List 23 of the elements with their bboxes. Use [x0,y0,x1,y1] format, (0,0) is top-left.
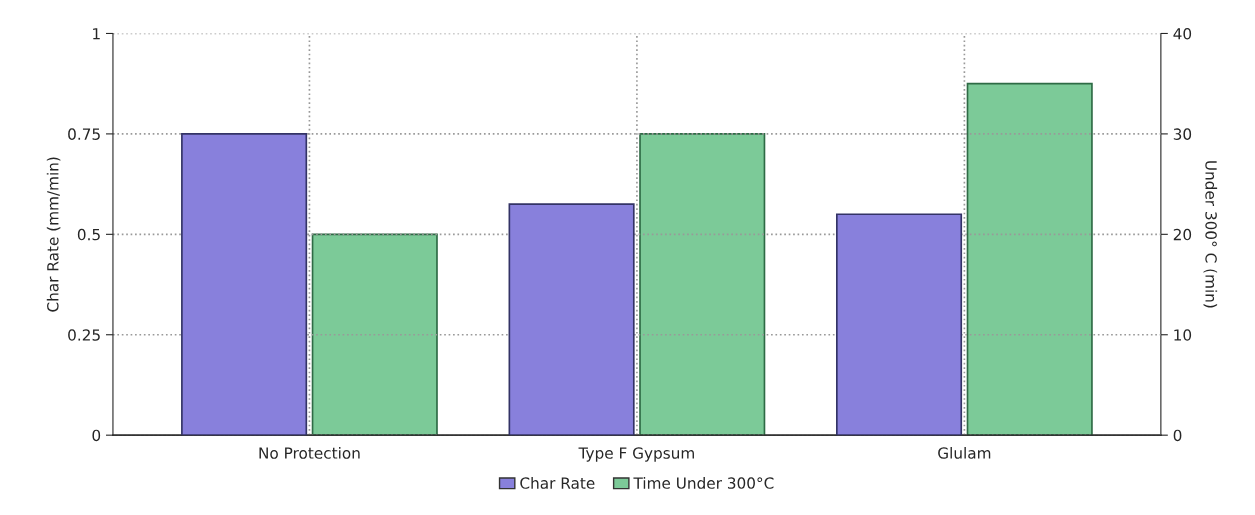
y-tick-label: 0.75 [68,128,100,140]
x-tick-label: Type F Gypsum [578,447,694,462]
y-tick-label: 0.5 [77,228,100,241]
bar [836,213,963,436]
y2-tick-label: 40 [1173,27,1192,40]
y2-axis-title: Under 300° C (min) [1203,161,1218,308]
legend-label: Time Under 300°C [633,477,774,489]
y-axis-title: Char Rate (mm/min) [46,157,61,312]
y2-tick-label: 10 [1174,329,1192,341]
bar [966,82,1093,436]
x-tick-label: Glulam [938,446,991,459]
y2-tick-label: 20 [1173,228,1192,241]
bar [311,233,438,436]
y2-tick-label: 30 [1173,128,1192,140]
bar [508,203,635,436]
bar [639,133,766,436]
legend-label: Char Rate [520,477,595,489]
y-tick-label: 0.25 [68,329,100,341]
y-tick-label: 0 [92,429,101,442]
bar [181,133,308,436]
x-tick-label: No Protection [259,446,360,459]
y-tick-label: 1 [93,28,100,40]
y2-tick-label: 0 [1173,429,1182,442]
